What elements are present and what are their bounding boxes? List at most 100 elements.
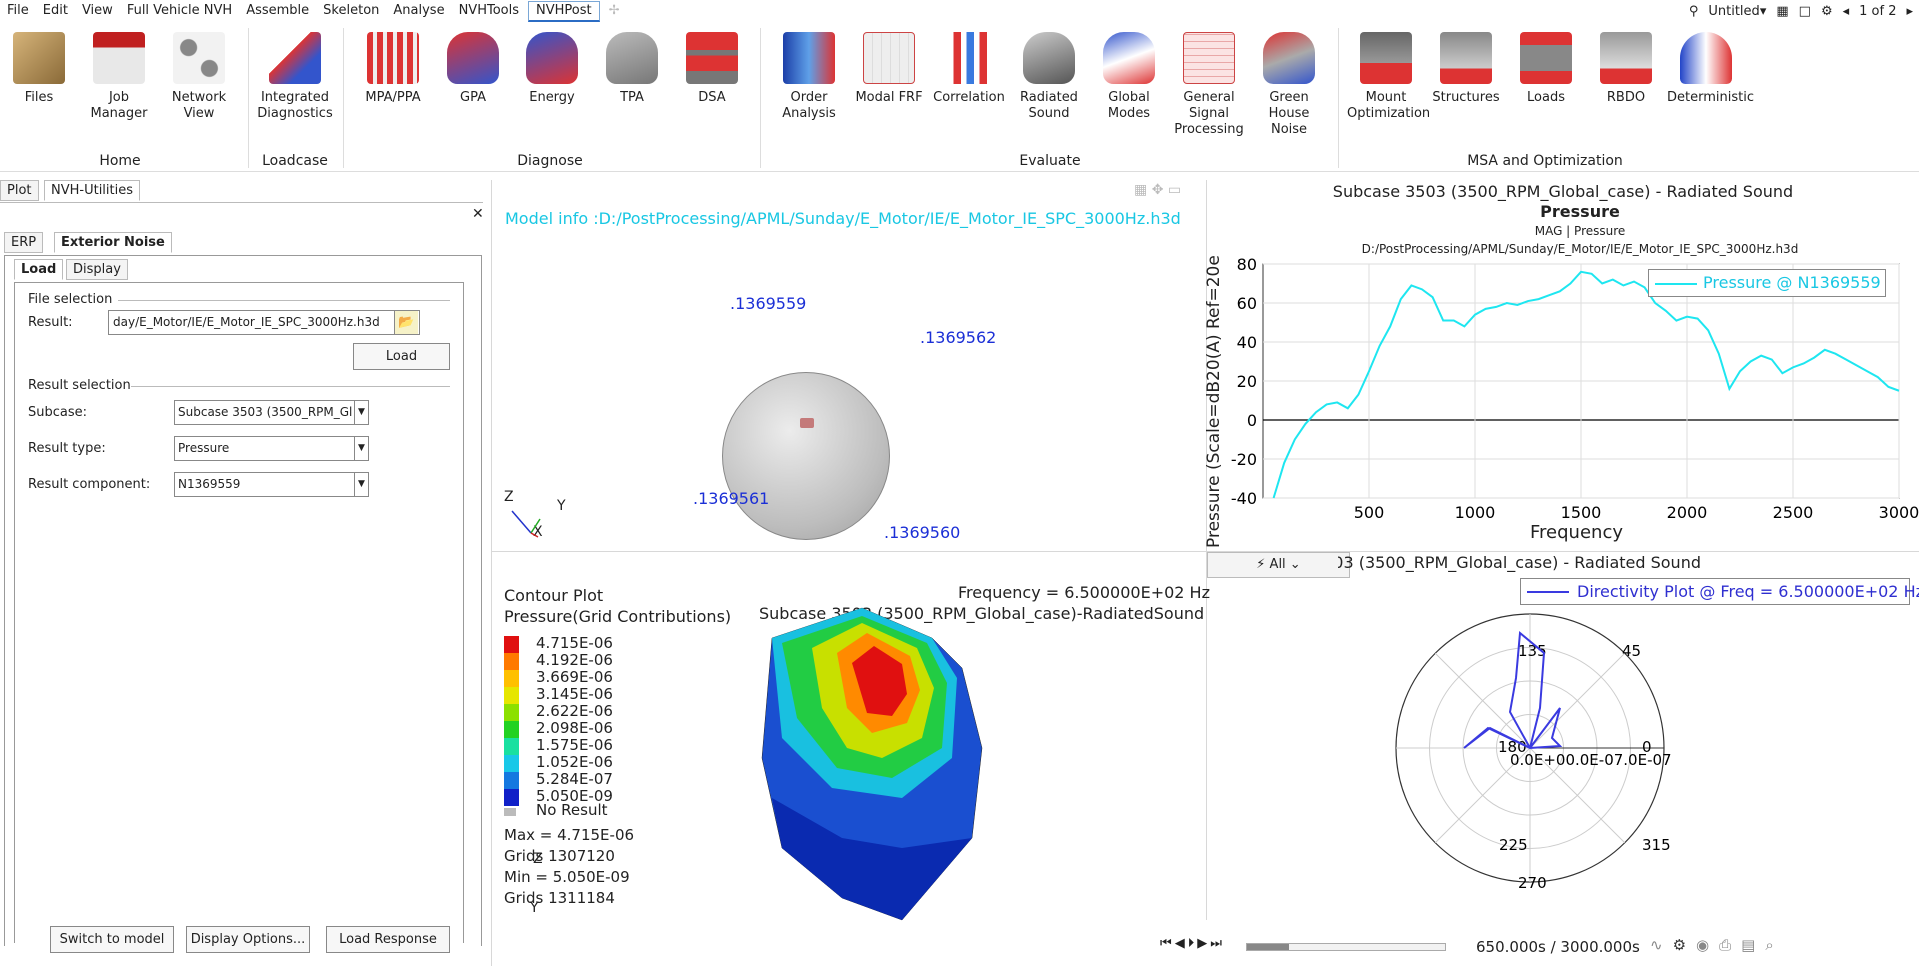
maximize-icon[interactable]: ▭: [1167, 182, 1182, 198]
tab-plot[interactable]: Plot: [0, 180, 39, 201]
line-plot-bold-title: Pressure: [1540, 202, 1620, 221]
gear-icon[interactable]: ⚙: [1672, 936, 1697, 954]
view-icon[interactable]: ◉: [1696, 936, 1720, 954]
page-prev-icon[interactable]: ◂: [1842, 3, 1850, 19]
network-view-label: Network View: [171, 90, 227, 121]
mount-optimization-button[interactable]: Mount Optimization: [1347, 32, 1430, 122]
dsa-icon: [686, 32, 738, 84]
group-evaluate: Evaluate: [1019, 153, 1081, 169]
global-modes-icon: [1103, 32, 1155, 84]
mpa-ppa-button[interactable]: MPA/PPA: [354, 32, 432, 106]
menu-view[interactable]: View: [81, 3, 113, 18]
next-frame-icon[interactable]: ▶: [1197, 936, 1211, 951]
network-view-button[interactable]: Network View: [160, 32, 238, 122]
polar-plot-title-text: Subcase 3503 (3500_RPM_Global_case) - Ra…: [1338, 553, 1701, 572]
radiated-sound-icon: [1023, 32, 1075, 84]
energy-button[interactable]: Energy: [513, 32, 591, 106]
dsa-button[interactable]: DSA: [673, 32, 751, 106]
group-msa-optimization: MSA and Optimization: [1467, 153, 1623, 169]
playback-controls: ⏮◀⏵▶⏭: [1160, 936, 1225, 951]
line-plot-title: Subcase 3503 (3500_RPM_Global_case) - Ra…: [1332, 182, 1794, 201]
filter-all-label: All: [1269, 557, 1286, 572]
result-type-select[interactable]: Pressure ▼: [174, 436, 369, 461]
close-icon[interactable]: ✕: [472, 206, 484, 222]
clipboard-icon[interactable]: ▤: [1741, 936, 1766, 954]
tab-nvh-utilities[interactable]: NVH-Utilities: [44, 180, 141, 201]
job-manager-icon: [93, 32, 145, 84]
play-icon[interactable]: ⏵: [1187, 936, 1198, 951]
radiated-sound-button[interactable]: Radiated Sound: [1010, 32, 1088, 122]
polar-spoke: [1434, 747, 1531, 844]
gpa-button[interactable]: GPA: [434, 32, 512, 106]
page-layout-icon[interactable]: ▦: [1134, 182, 1148, 198]
green-house-noise-button[interactable]: Green House Noise: [1250, 32, 1328, 138]
menu-assemble[interactable]: Assemble: [246, 3, 310, 18]
sphere-mesh[interactable]: [722, 372, 890, 540]
motor-contour-model[interactable]: [752, 598, 992, 923]
curve-icon[interactable]: ∿: [1650, 936, 1673, 954]
move-icon[interactable]: ✥: [1151, 182, 1164, 198]
order-analysis-label: Order Analysis: [782, 90, 836, 121]
legend-swatch: [504, 670, 519, 687]
correlation-button[interactable]: Correlation: [930, 32, 1008, 106]
display-options-button[interactable]: Display Options...: [186, 926, 310, 953]
legend-value: 5.284E-07: [536, 770, 613, 788]
green-house-icon: [1263, 32, 1315, 84]
menu-nvhpost[interactable]: NVHPost: [528, 0, 600, 22]
page-icon[interactable]: □: [1798, 3, 1811, 19]
tab-display[interactable]: Display: [66, 259, 128, 280]
modal-frf-button[interactable]: Modal FRF: [850, 32, 928, 106]
switch-to-model-button[interactable]: Switch to model: [50, 926, 174, 953]
subcase-label: Subcase:: [28, 405, 88, 420]
result-file-field[interactable]: day/E_Motor/IE/E_Motor_IE_SPC_3000Hz.h3d: [108, 310, 420, 335]
deterministic-button[interactable]: Deterministic: [1667, 32, 1754, 106]
playback-slider[interactable]: [1246, 943, 1446, 951]
tab-load[interactable]: Load: [14, 259, 64, 280]
order-analysis-button[interactable]: Order Analysis: [770, 32, 848, 122]
load-button[interactable]: Load: [353, 343, 450, 370]
menu-skeleton[interactable]: Skeleton: [323, 3, 380, 18]
settings-icon[interactable]: ⚙: [1820, 3, 1833, 19]
integrated-diagnostics-button[interactable]: Integrated Diagnostics: [256, 32, 334, 122]
pressure-line-chart[interactable]: 80 60 40 20 0 -20 -40 500 1000 1500 2000 2500 3000: [1207, 256, 1919, 518]
structures-button[interactable]: Structures: [1427, 32, 1505, 106]
prev-frame-icon[interactable]: ◀: [1174, 936, 1188, 951]
first-frame-icon[interactable]: ⏮: [1160, 936, 1175, 951]
search-icon[interactable]: ⚲: [1688, 3, 1699, 19]
menu-full-vehicle-nvh[interactable]: Full Vehicle NVH: [126, 3, 233, 18]
tpa-button[interactable]: TPA: [593, 32, 671, 106]
camera-icon[interactable]: ⎙: [1719, 936, 1742, 954]
menu-analyse[interactable]: Analyse: [393, 3, 445, 18]
loads-icon: [1520, 32, 1572, 84]
last-frame-icon[interactable]: ⏭: [1210, 936, 1225, 951]
layout-icon[interactable]: ▦: [1776, 3, 1789, 19]
page-next-icon[interactable]: ▸: [1906, 3, 1913, 19]
menu-edit[interactable]: Edit: [42, 3, 68, 18]
add-ribbon-icon[interactable]: ✢: [608, 3, 620, 18]
axis-x-label: X: [533, 524, 543, 540]
model-info: Model info :D:/PostProcessing/APML/Sunda…: [505, 209, 1181, 228]
job-manager-button[interactable]: Job Manager: [80, 32, 158, 122]
polar-angle-label: 135: [1518, 642, 1547, 660]
files-button[interactable]: Files: [0, 32, 78, 106]
folder-open-icon[interactable]: 📂: [394, 311, 418, 334]
deterministic-icon: [1680, 32, 1732, 84]
loads-button[interactable]: Loads: [1507, 32, 1585, 106]
tab-exterior-noise[interactable]: Exterior Noise: [54, 232, 172, 253]
subcase-select[interactable]: Subcase 3503 (3500_RPM_Gl ▼: [174, 400, 369, 425]
tab-erp[interactable]: ERP: [4, 232, 44, 253]
result-component-select[interactable]: N1369559 ▼: [174, 472, 369, 497]
zoom-icon[interactable]: ⌕: [1765, 936, 1784, 954]
menu-nvhtools[interactable]: NVHTools: [458, 3, 519, 18]
filter-all-dropdown[interactable]: ⚡ All ⌄: [1207, 552, 1350, 578]
document-name[interactable]: Untitled▾: [1708, 3, 1767, 19]
legend-swatch: [504, 772, 519, 789]
legend-swatch: [504, 687, 519, 704]
general-signal-processing-button[interactable]: General Signal Processing: [1170, 32, 1248, 138]
load-response-button[interactable]: Load Response: [326, 926, 450, 953]
rbdo-button[interactable]: RBDO: [1587, 32, 1665, 106]
menu-file[interactable]: File: [7, 3, 29, 18]
x-tick-label: 500: [1354, 503, 1385, 518]
global-modes-button[interactable]: Global Modes: [1090, 32, 1168, 122]
